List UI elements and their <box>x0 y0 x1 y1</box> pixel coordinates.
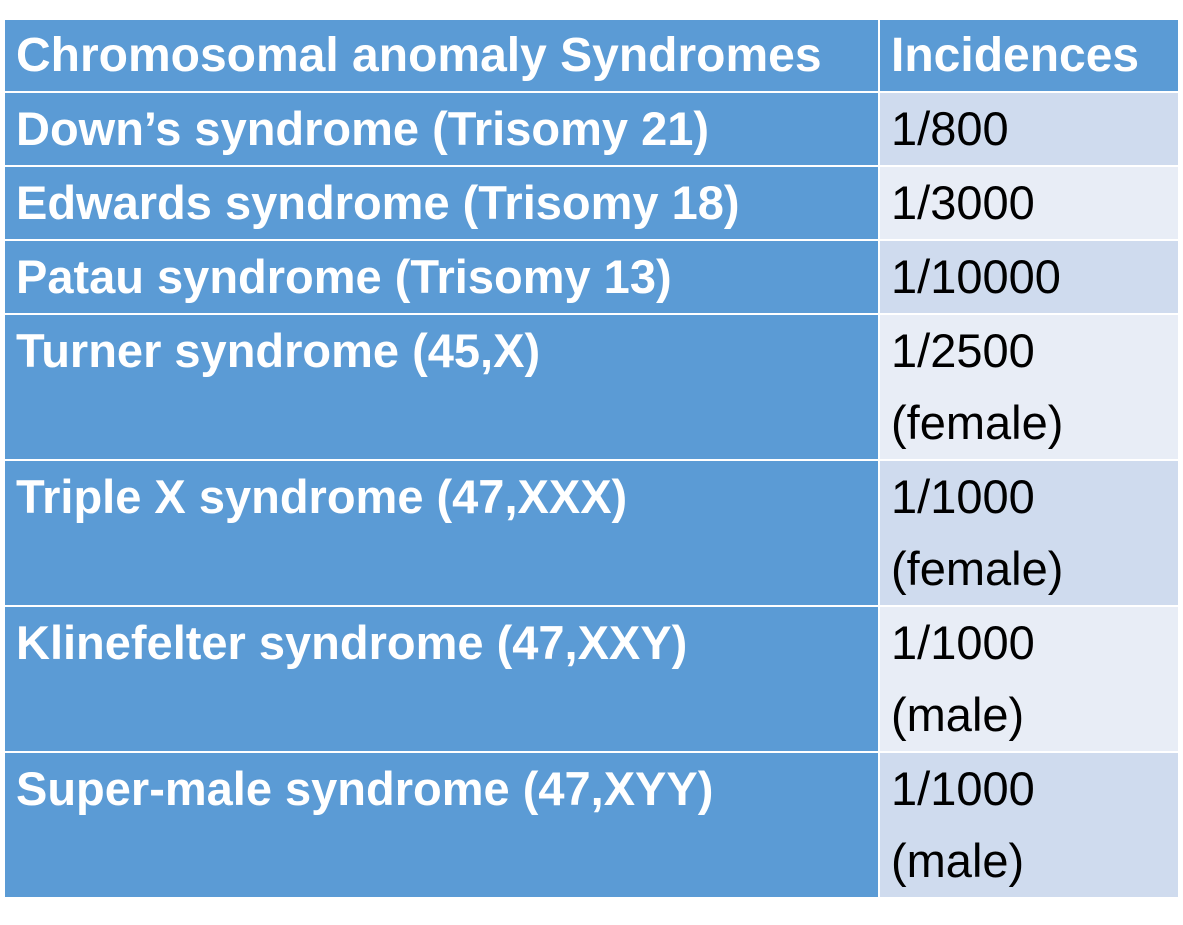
header-syndrome: Chromosomal anomaly Syndromes <box>3 18 880 93</box>
table-header: Chromosomal anomaly Syndromes Incidences <box>3 18 1180 93</box>
table-body: Down’s syndrome (Trisomy 21) 1/800 Edwar… <box>3 91 1180 899</box>
incidence-value: 1/1000 <box>891 616 1035 669</box>
table-row: Down’s syndrome (Trisomy 21) 1/800 <box>3 91 1180 167</box>
syndrome-cell: Triple X syndrome (47,XXX) <box>3 459 880 607</box>
incidence-value: 1/10000 <box>891 250 1061 303</box>
syndrome-cell: Patau syndrome (Trisomy 13) <box>3 239 880 315</box>
incidence-value: 1/2500 <box>891 324 1035 377</box>
table-row: Super-male syndrome (47,XYY) 1/1000 (mal… <box>3 751 1180 899</box>
syndrome-name: Edwards syndrome (Trisomy 18) <box>16 176 740 229</box>
incidence-note: (female) <box>891 396 1064 449</box>
incidence-cell: 1/3000 <box>878 165 1180 241</box>
incidence-cell: 1/2500 (female) <box>878 313 1180 461</box>
syndrome-cell: Down’s syndrome (Trisomy 21) <box>3 91 880 167</box>
syndrome-cell: Edwards syndrome (Trisomy 18) <box>3 165 880 241</box>
table-row: Edwards syndrome (Trisomy 18) 1/3000 <box>3 165 1180 241</box>
incidence-cell: 1/10000 <box>878 239 1180 315</box>
header-incidence: Incidences <box>878 18 1180 93</box>
syndrome-cell: Klinefelter syndrome (47,XXY) <box>3 605 880 753</box>
syndrome-name: Turner syndrome (45,X) <box>16 324 541 377</box>
incidence-note: (female) <box>891 542 1064 595</box>
syndrome-name: Down’s syndrome (Trisomy 21) <box>16 102 709 155</box>
syndrome-cell: Super-male syndrome (47,XYY) <box>3 751 880 899</box>
syndrome-name: Super-male syndrome (47,XYY) <box>16 762 714 815</box>
incidence-value: 1/1000 <box>891 470 1035 523</box>
syndrome-cell: Turner syndrome (45,X) <box>3 313 880 461</box>
incidence-value: 1/1000 <box>891 762 1035 815</box>
syndrome-name: Patau syndrome (Trisomy 13) <box>16 250 672 303</box>
table-row: Klinefelter syndrome (47,XXY) 1/1000 (ma… <box>3 605 1180 753</box>
header-row: Chromosomal anomaly Syndromes Incidences <box>3 18 1180 93</box>
table-row: Patau syndrome (Trisomy 13) 1/10000 <box>3 239 1180 315</box>
incidence-note: (male) <box>891 688 1025 741</box>
incidence-table: Chromosomal anomaly Syndromes Incidences… <box>3 18 1180 899</box>
incidence-cell: 1/800 <box>878 91 1180 167</box>
incidence-cell: 1/1000 (male) <box>878 751 1180 899</box>
table-row: Triple X syndrome (47,XXX) 1/1000 (femal… <box>3 459 1180 607</box>
syndrome-name: Klinefelter syndrome (47,XXY) <box>16 616 688 669</box>
incidence-note: (male) <box>891 834 1025 887</box>
syndrome-name: Triple X syndrome (47,XXX) <box>16 470 628 523</box>
incidence-value: 1/3000 <box>891 176 1035 229</box>
table-row: Turner syndrome (45,X) 1/2500 (female) <box>3 313 1180 461</box>
incidence-cell: 1/1000 (male) <box>878 605 1180 753</box>
incidence-value: 1/800 <box>891 102 1009 155</box>
incidence-cell: 1/1000 (female) <box>878 459 1180 607</box>
